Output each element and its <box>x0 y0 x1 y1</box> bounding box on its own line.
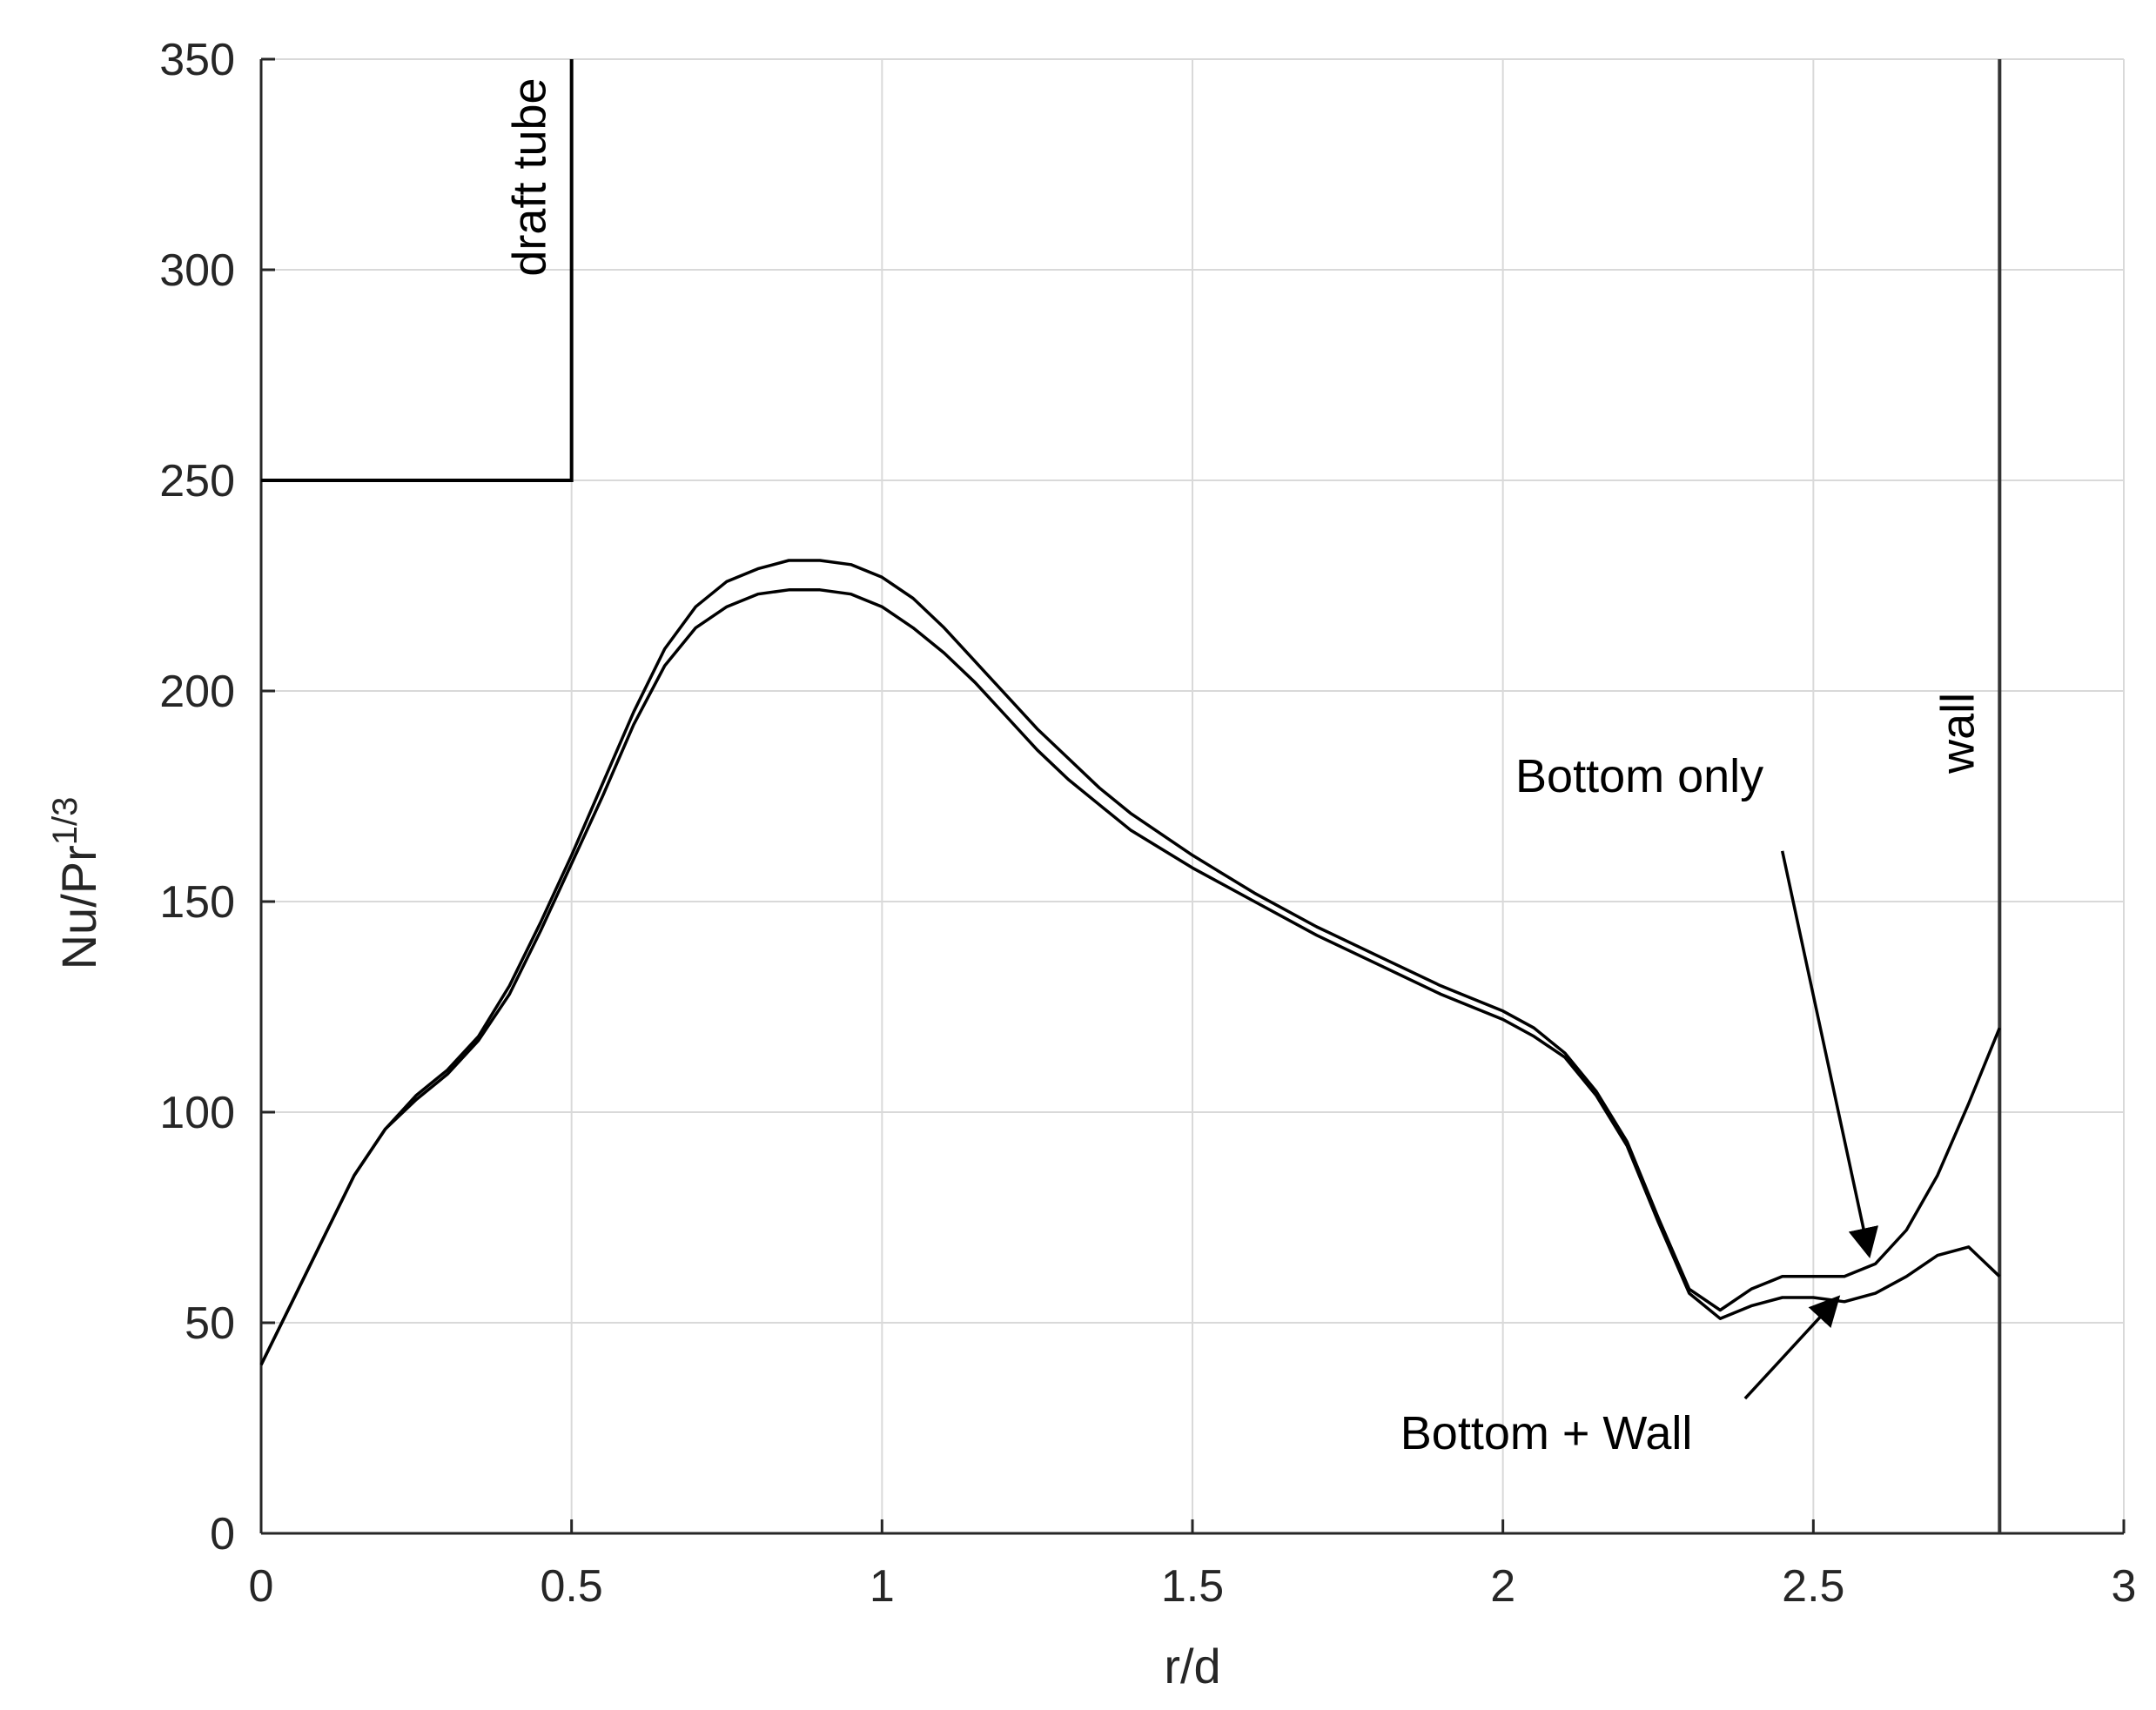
x-tick-label: 2 <box>1490 1561 1515 1612</box>
y-axis-label: Nu/Pr1/3 <box>46 797 106 970</box>
y-axis-label-superscript: 1/3 <box>46 797 84 846</box>
wall-label: wall <box>1931 693 1984 775</box>
y-tick-label: 0 <box>210 1509 235 1559</box>
y-tick-label: 200 <box>159 667 235 717</box>
draft-tube-label: draft tube <box>504 77 556 276</box>
reference-lines: draft tube wall <box>261 59 2002 1533</box>
series-line-bottom-only <box>259 559 2001 1366</box>
draft-tube-outline <box>261 59 574 482</box>
y-tick-label: 50 <box>185 1298 235 1349</box>
y-tick-label: 300 <box>159 245 235 296</box>
y-tick-label: 100 <box>159 1088 235 1138</box>
annotation-bottom-only-arrow <box>1780 850 1879 1258</box>
x-tick-label: 2.5 <box>1782 1561 1844 1612</box>
y-tick-label: 150 <box>159 877 235 928</box>
series-lines <box>259 559 2001 1366</box>
grid <box>260 58 2125 1534</box>
x-tick-label: 3 <box>2112 1561 2137 1612</box>
y-axis-label-base: Nu/Pr <box>51 845 106 969</box>
x-axis-label: r/d <box>1164 1639 1220 1693</box>
annotations: Bottom only Bottom + Wall <box>1400 750 1879 1459</box>
y-tick-label: 350 <box>159 35 235 85</box>
y-tick-label: 250 <box>159 456 235 506</box>
x-tick-label: 1 <box>870 1561 895 1612</box>
series-line-bottom-wall <box>259 588 2001 1366</box>
x-tick-label: 0 <box>249 1561 274 1612</box>
annotation-bottom-wall-arrow <box>1743 1295 1841 1400</box>
axes: 0 0.5 1 1.5 2 2.5 3 0 50 100 150 200 250 300 350 <box>159 35 2136 1612</box>
x-tick-label: 0.5 <box>541 1561 603 1612</box>
x-tick-label: 1.5 <box>1161 1561 1224 1612</box>
annotation-bottom-wall-label: Bottom + Wall <box>1400 1407 1693 1459</box>
annotation-bottom-only-label: Bottom only <box>1515 750 1763 802</box>
